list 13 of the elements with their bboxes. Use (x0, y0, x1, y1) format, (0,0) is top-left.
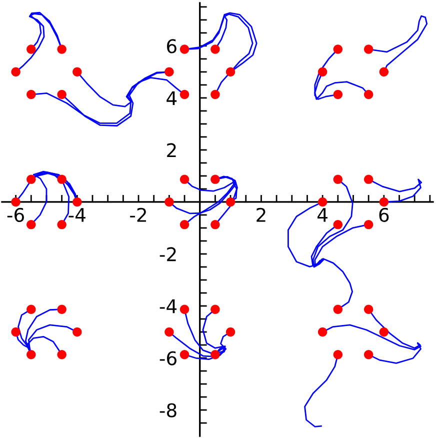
x-tick-label: -6 (7, 208, 24, 222)
x-tick-label: 4 (318, 208, 328, 222)
y-tick-label: -4 (160, 299, 177, 314)
x-tick-label: -4 (68, 208, 86, 222)
y-tick-label: -8 (160, 403, 176, 418)
y-tick-label: 4 (166, 91, 177, 106)
y-tick-label: 6 (167, 39, 176, 54)
x-tick-label: 2 (256, 208, 266, 222)
y-tick-label: -6 (160, 351, 176, 366)
x-tick-label: -2 (130, 208, 146, 222)
y-tick-label: 2 (167, 143, 176, 158)
x-tick-label: 6 (379, 208, 389, 222)
y-tick-label: -2 (160, 247, 176, 262)
